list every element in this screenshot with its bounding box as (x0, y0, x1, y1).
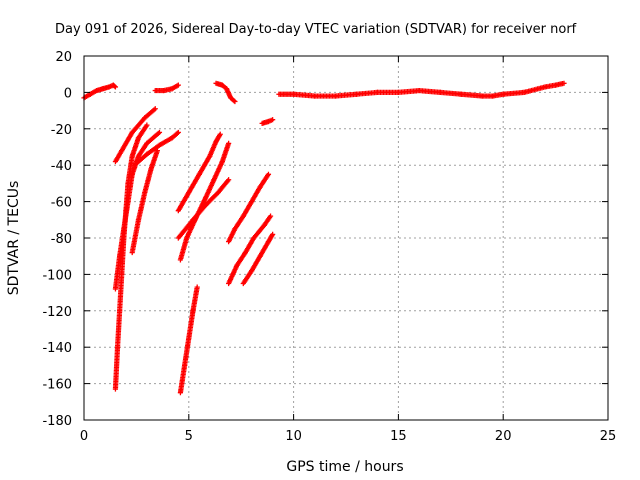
series-arc-4 (152, 82, 181, 94)
data-point (174, 130, 180, 136)
y-tick-label: -140 (42, 341, 72, 356)
data-point (156, 129, 163, 136)
series-mid-3 (240, 231, 276, 287)
y-tick-label: -160 (42, 378, 72, 393)
data-point (232, 98, 238, 105)
x-tick-label: 25 (600, 429, 617, 444)
data-point (217, 131, 223, 137)
y-axis-label: SDTVAR / TECUs (6, 181, 22, 296)
y-tick-label: -80 (51, 232, 72, 247)
data-point (561, 80, 567, 86)
y-tick-label: -120 (42, 305, 72, 320)
data-point (267, 213, 274, 219)
data-point (112, 84, 119, 90)
data-point (226, 177, 232, 183)
series-diag-3 (175, 131, 223, 214)
x-axis-label: GPS time / hours (286, 459, 403, 475)
data-point (111, 83, 117, 89)
data-points (81, 80, 567, 396)
data-point (270, 117, 276, 123)
series-short-8 (259, 117, 276, 126)
y-tick-label: -40 (51, 159, 72, 174)
x-tick-label: 10 (285, 429, 302, 444)
x-axis-ticks: 0 5 10 15 20 25 (80, 56, 616, 444)
series-mid-1 (226, 171, 272, 245)
y-tick-label: -60 (51, 196, 72, 211)
data-point (144, 122, 150, 128)
chart-title: Day 091 of 2026, Sidereal Day-to-day VTE… (55, 22, 577, 37)
y-tick-label: -180 (42, 414, 72, 429)
y-tick-label: -100 (42, 268, 72, 283)
grid-lines (84, 56, 608, 420)
data-point (270, 231, 276, 237)
x-tick-label: 0 (80, 429, 88, 444)
x-tick-label: 5 (185, 429, 193, 444)
series-mid-2 (226, 213, 274, 287)
y-tick-label: 20 (55, 50, 72, 65)
data-point (265, 171, 272, 177)
data-point (226, 140, 232, 146)
series-deep-2 (177, 284, 200, 396)
data-point (152, 106, 158, 112)
series-steep-2 (129, 148, 160, 256)
series-diag-4 (175, 177, 232, 241)
x-tick-label: 20 (495, 429, 512, 444)
y-tick-label: -20 (51, 123, 72, 138)
series-early-arc (81, 82, 119, 101)
series-flat-tail (276, 80, 567, 99)
data-point (175, 82, 181, 88)
data-point (231, 97, 237, 104)
x-tick-label: 15 (390, 429, 407, 444)
series-bump-6 (213, 80, 238, 105)
y-axis-ticks: 20 0 -20 -40 -60 -80 -100 -120 -140 -160 -180 (42, 50, 608, 429)
series-diag-1 (131, 129, 181, 168)
series-steep-1 (112, 129, 163, 292)
data-point (175, 129, 181, 136)
series-diag-2 (112, 106, 158, 165)
data-point (194, 284, 200, 290)
y-tick-label: 0 (64, 86, 72, 101)
